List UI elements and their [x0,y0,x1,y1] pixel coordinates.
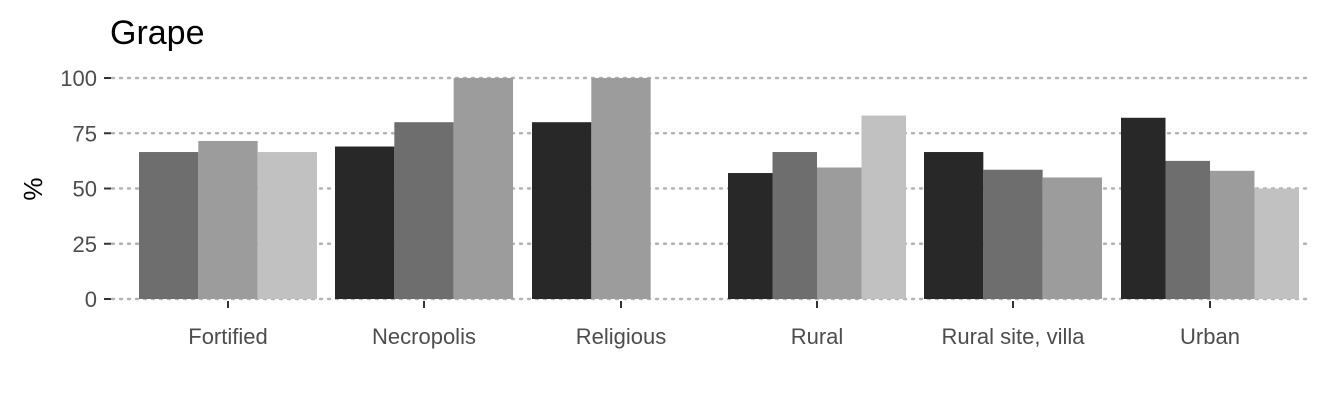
x-axis: Fortified Necropolis Religious Rural Rural s… [188,301,1240,349]
bar [257,152,317,299]
bar [532,122,592,299]
x-tick-label: Urban [1180,324,1240,349]
bar [1165,160,1210,300]
bar [728,173,773,299]
bars [139,78,1299,300]
bar [591,78,651,299]
bar [1042,177,1102,299]
bar [1121,117,1166,299]
y-axis: 0 25 50 75 100 [60,66,111,312]
y-tick-label: 50 [73,177,97,202]
bar [139,152,199,299]
bar [453,78,513,299]
bar [1210,170,1255,299]
x-tick-label: Rural [791,324,844,349]
bar [335,146,395,299]
chart-title: Grape [110,14,205,52]
x-tick-label: Religious [576,324,667,349]
x-tick-label: Necropolis [372,324,476,349]
x-tick-label: Rural site, villa [941,324,1085,349]
bar [198,140,258,299]
bar [983,169,1043,299]
x-tick-label: Fortified [188,324,267,349]
bar [772,152,817,299]
bar [1254,188,1299,299]
y-tick-label: 75 [73,121,97,146]
y-tick-label: 25 [73,232,97,257]
y-axis-label: % [18,177,48,200]
bar [861,115,906,299]
bar [817,167,862,299]
y-tick-label: 0 [85,287,97,312]
bar [924,152,984,299]
y-tick-label: 100 [60,66,97,91]
bar [394,122,454,299]
